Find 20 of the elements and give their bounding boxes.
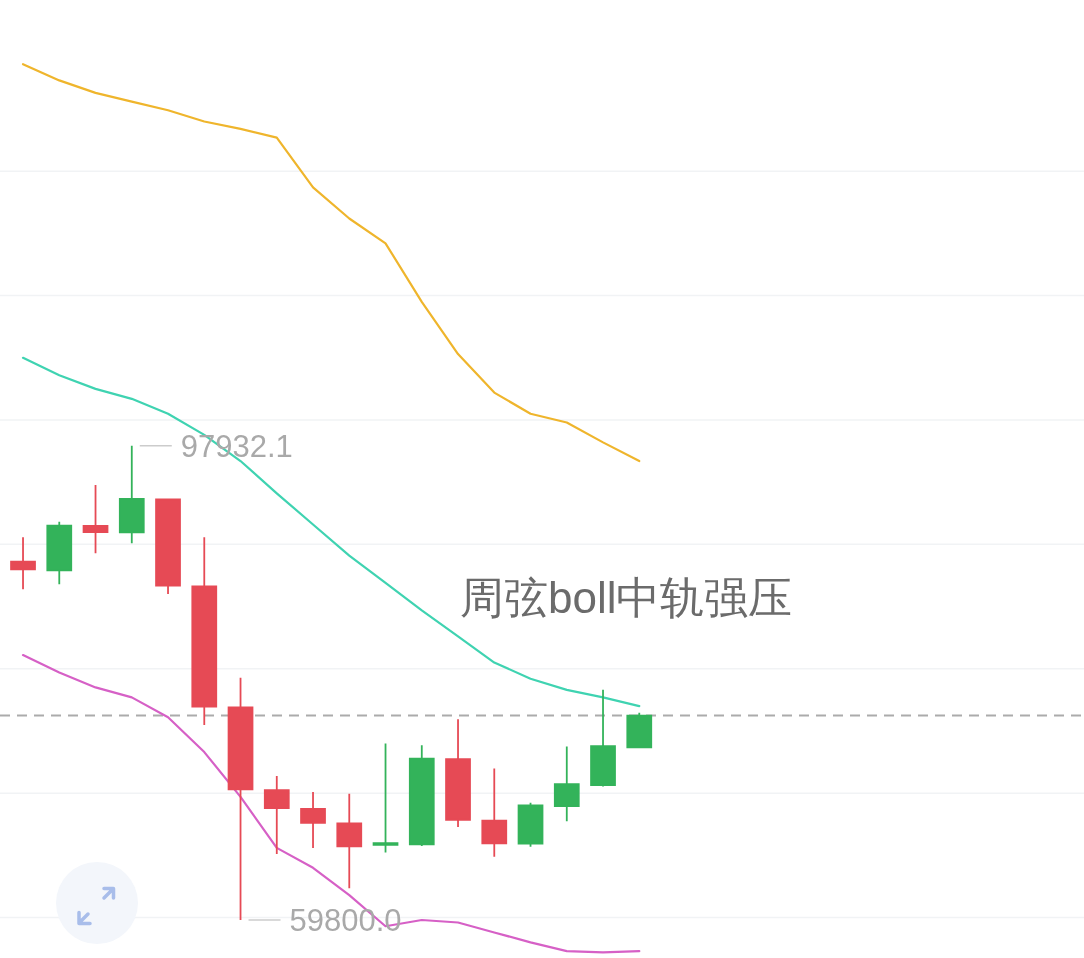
candlestick [408,744,435,847]
candlestick [155,498,181,595]
candlestick [263,775,290,855]
candlestick [445,718,471,828]
candlestick [10,536,36,591]
annotation: 周弦boll中轨强压 [460,573,793,622]
candlestick [372,742,399,854]
candlestick [82,484,109,555]
candlestick [481,767,508,858]
candlestick [590,688,616,788]
candlestick [300,791,326,849]
candlestick [46,520,73,586]
candlestick [191,536,218,726]
candlestick [118,444,145,545]
candlestick [626,711,653,749]
candlestick [553,745,580,823]
candlestick [227,676,254,921]
candlestick [517,801,544,848]
annotation: 59800.0 [289,903,402,938]
candlestick [336,792,363,890]
